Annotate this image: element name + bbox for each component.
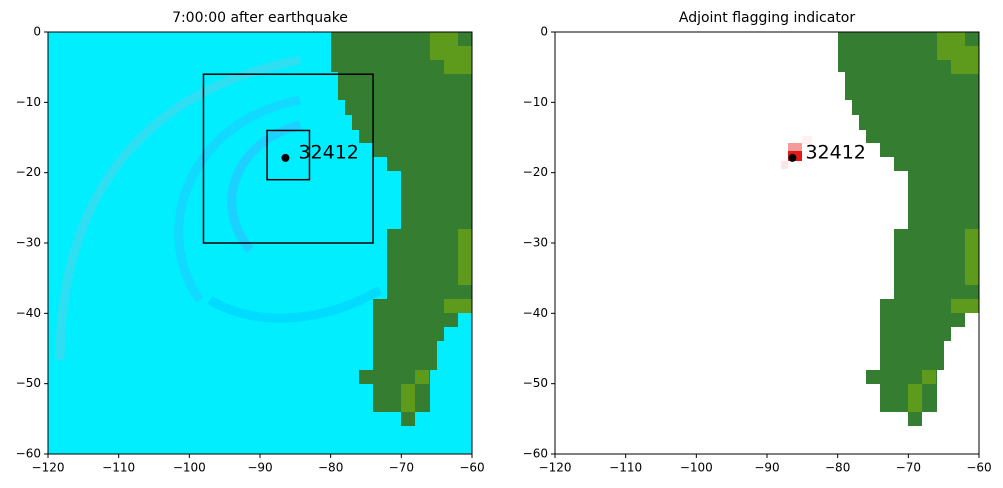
y-tick-label: −50 <box>523 376 548 390</box>
y-tick-label: −30 <box>16 236 41 250</box>
y-tick-label: 0 <box>540 25 548 39</box>
region-box <box>202 73 374 244</box>
x-tick-label: −90 <box>247 461 272 475</box>
y-tick-label: −40 <box>16 306 41 320</box>
x-tick-label: −110 <box>609 461 642 475</box>
x-tick-label: −70 <box>389 461 414 475</box>
x-tick-label: −120 <box>539 461 572 475</box>
x-tick-label: −70 <box>896 461 921 475</box>
x-tick-label: −80 <box>318 461 343 475</box>
x-tick-label: −110 <box>102 461 135 475</box>
gauge-label: 32412 <box>805 141 865 163</box>
chart-title: Adjoint flagging indicator <box>679 10 856 26</box>
plot-frame <box>554 31 980 455</box>
y-tick-label: −60 <box>523 447 548 461</box>
x-tick-label: −100 <box>173 461 206 475</box>
y-tick-label: −50 <box>16 376 41 390</box>
region-box <box>266 129 311 181</box>
y-tick-label: −60 <box>16 447 41 461</box>
x-tick-label: −90 <box>754 461 779 475</box>
y-tick-label: −20 <box>523 165 548 179</box>
y-tick-label: −30 <box>523 236 548 250</box>
plot-frame <box>47 31 473 455</box>
x-tick-label: −120 <box>32 461 65 475</box>
y-tick-label: 0 <box>33 25 41 39</box>
gauge-point <box>281 153 290 162</box>
y-tick-label: −10 <box>16 95 41 109</box>
x-tick-label: −60 <box>459 461 484 475</box>
x-tick-label: −60 <box>966 461 991 475</box>
backgrounds <box>48 32 979 454</box>
gauge-point <box>788 153 797 162</box>
foreground: 7:00:00 after earthquake−120 −110 −100 −90−… <box>16 10 992 475</box>
chart-title: 7:00:00 after earthquake <box>172 10 348 26</box>
x-tick-label: −80 <box>825 461 850 475</box>
y-tick-label: −20 <box>16 165 41 179</box>
left-decoration <box>55 55 383 361</box>
y-tick-label: −10 <box>523 95 548 109</box>
gauge-label: 32412 <box>298 141 358 163</box>
x-tick-label: −100 <box>680 461 713 475</box>
y-tick-label: −40 <box>523 306 548 320</box>
